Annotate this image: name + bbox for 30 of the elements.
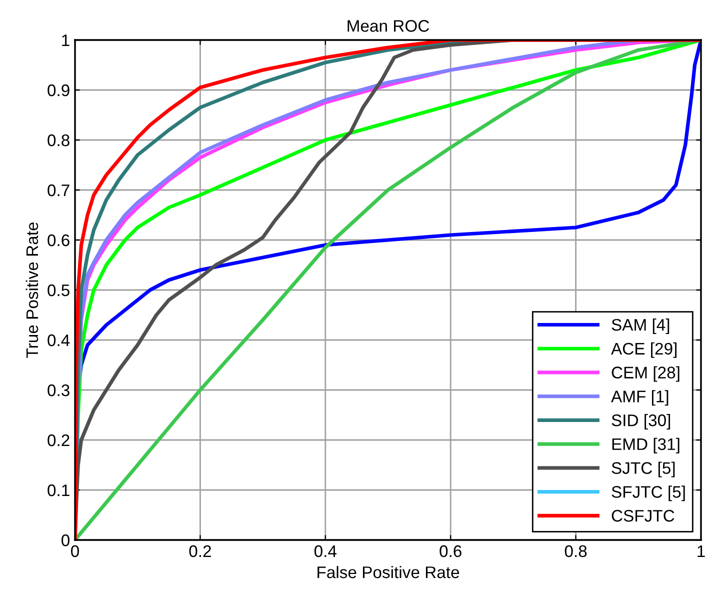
y-tick-label: 0 <box>62 534 70 546</box>
legend-label: SID [30] <box>612 414 670 430</box>
y-tick-label: 0.6 <box>48 234 70 246</box>
x-tick-label: 1 <box>698 545 705 557</box>
y-tick-label: 0.7 <box>48 184 70 196</box>
y-tick-label: 0.3 <box>48 384 70 396</box>
y-tick-label: 0.1 <box>48 484 70 496</box>
x-tick-label: 0.4 <box>314 545 336 558</box>
chart-title: Mean ROC <box>348 20 430 32</box>
y-tick-label: 0.4 <box>48 334 70 346</box>
legend-label: ACE [29] <box>611 342 677 358</box>
x-axis-title: False Positive Rate <box>318 566 460 578</box>
y-tick-label: 0.9 <box>48 84 70 96</box>
y-tick-label: 0.8 <box>48 134 70 146</box>
legend-label: AMF [1] <box>611 390 668 406</box>
y-tick-label: 0.5 <box>48 284 70 296</box>
legend-label: SAM [4] <box>612 318 670 334</box>
x-tick-label: 0 <box>71 545 79 558</box>
y-tick-label: 0.2 <box>48 434 70 446</box>
y-axis-title: True Positive Rate <box>26 222 38 358</box>
line-series <box>75 40 701 540</box>
legend-label: CEM [28] <box>612 366 680 382</box>
y-tick-label: 1 <box>62 34 70 46</box>
legend-label: EMD [31] <box>612 438 680 454</box>
legend-label: SFJTC [5] <box>612 486 685 502</box>
legend-label: CSFJTC <box>612 510 674 522</box>
legend-label: SJTC [5] <box>612 462 675 478</box>
x-tick-label: 0.2 <box>189 545 211 558</box>
x-tick-label: 0.6 <box>440 545 462 558</box>
x-tick-label: 0.8 <box>564 545 587 558</box>
